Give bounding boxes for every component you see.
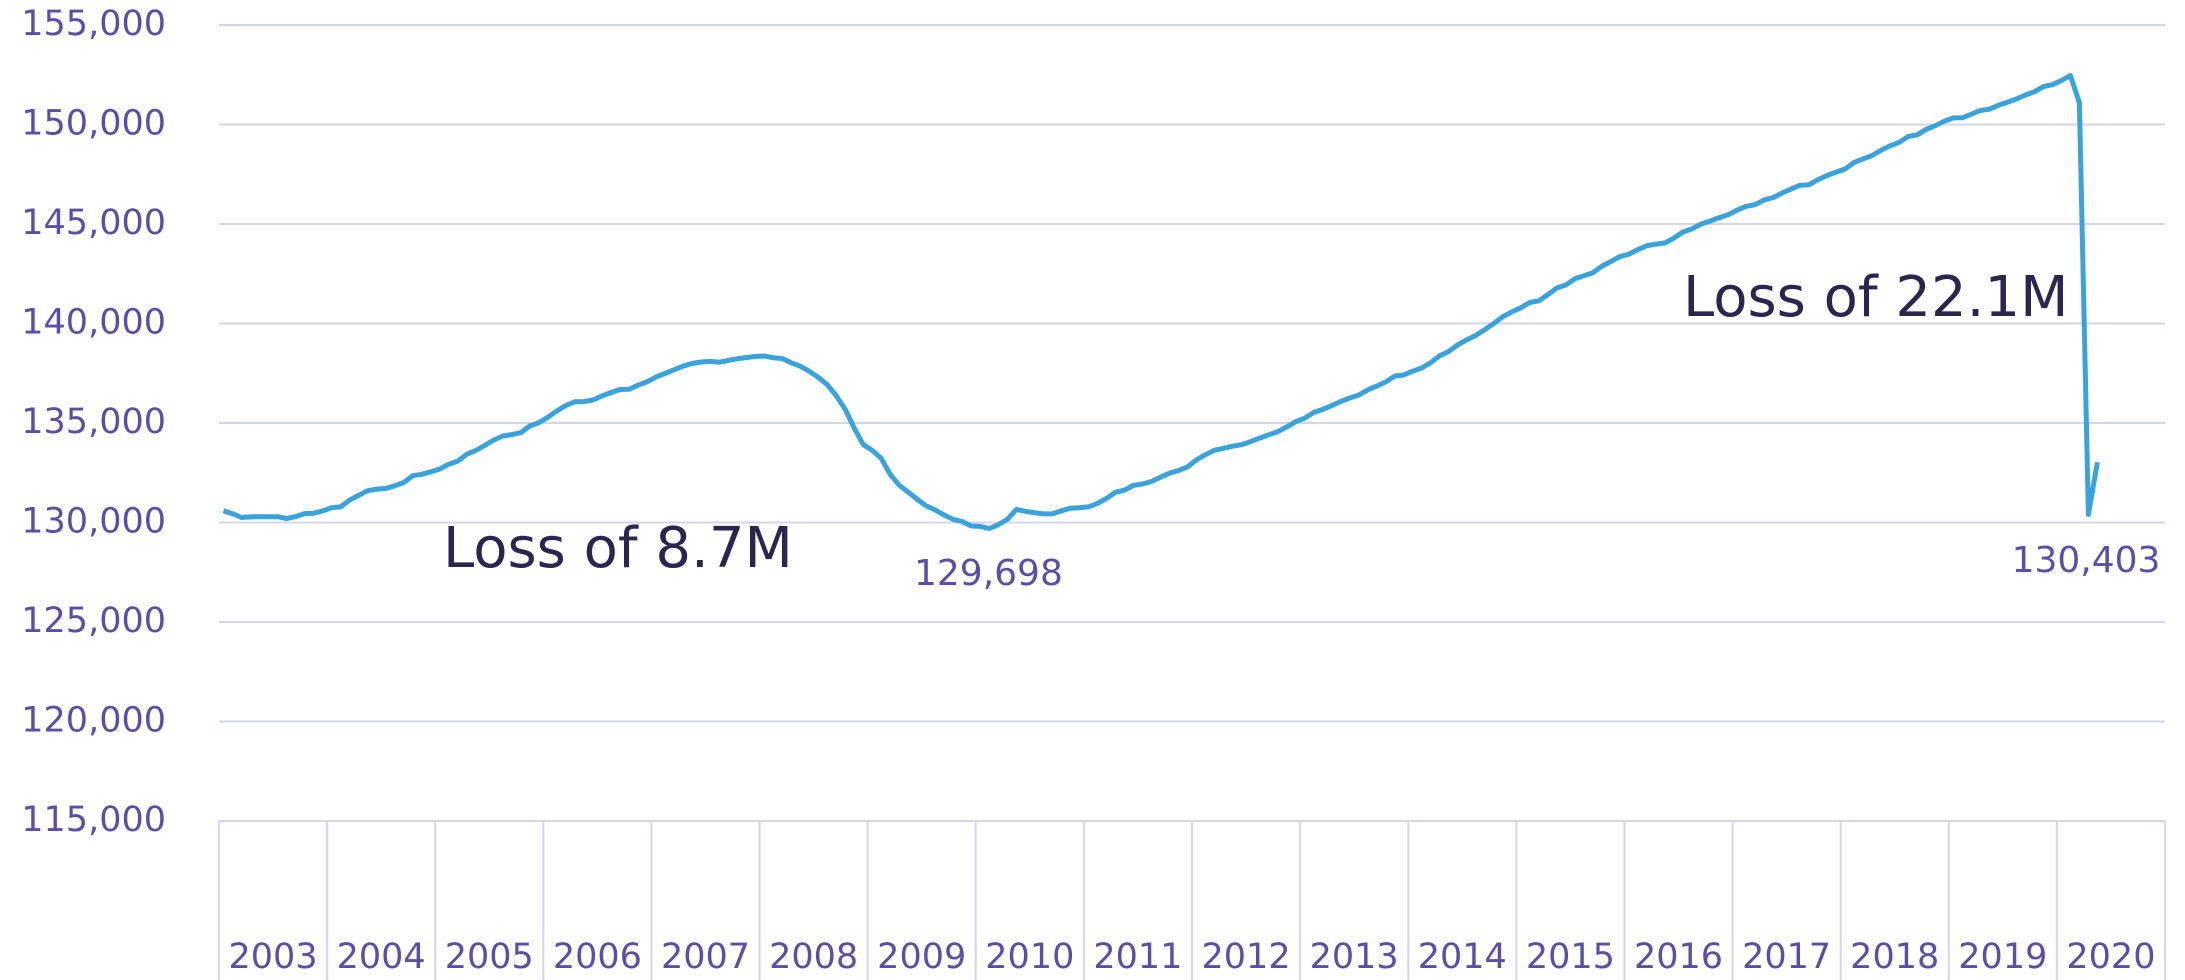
x-tick-label: 2010: [985, 937, 1074, 977]
x-tick-label: 2012: [1202, 937, 1291, 977]
x-tick-label: 2020: [2066, 937, 2155, 977]
y-tick-label: 125,000: [21, 601, 166, 641]
y-tick-label: 140,000: [21, 303, 166, 343]
x-tick-label: 2005: [445, 937, 534, 977]
chart: 115,000 120,000 125,000 130,000 135,000 140,0…: [0, 0, 2185, 980]
x-tick-label: 2017: [1742, 937, 1831, 977]
y-tick-label: 115,000: [21, 800, 166, 840]
x-tick-label: 2007: [661, 937, 750, 977]
x-tick-label: 2011: [1093, 937, 1182, 977]
annotation: Loss of 8.7M: [443, 516, 793, 581]
x-tick-label: 2013: [1310, 937, 1399, 977]
x-tick-label: 2015: [1526, 937, 1615, 977]
y-tick-label: 135,000: [21, 402, 166, 442]
y-tick-label: 145,000: [21, 203, 166, 243]
annotation: Loss of 22.1M: [1683, 265, 2068, 330]
x-tick-label: 2016: [1634, 937, 1723, 977]
annotation: 129,698: [914, 553, 1063, 594]
x-tick-label: 2014: [1418, 937, 1507, 977]
x-tick-label: 2006: [553, 937, 642, 977]
x-tick-label: 2008: [769, 937, 858, 977]
x-tick-label: 2004: [337, 937, 426, 977]
y-tick-label: 155,000: [21, 4, 166, 44]
x-tick-label: 2009: [877, 937, 966, 977]
y-tick-label: 150,000: [21, 104, 166, 144]
annotation: 130,403: [2012, 540, 2161, 581]
x-tick-label: 2018: [1850, 937, 1939, 977]
x-tick-label: 2019: [1958, 937, 2047, 977]
y-tick-label: 130,000: [21, 502, 166, 542]
y-tick-label: 120,000: [21, 701, 166, 741]
x-tick-label: 2003: [229, 937, 318, 977]
